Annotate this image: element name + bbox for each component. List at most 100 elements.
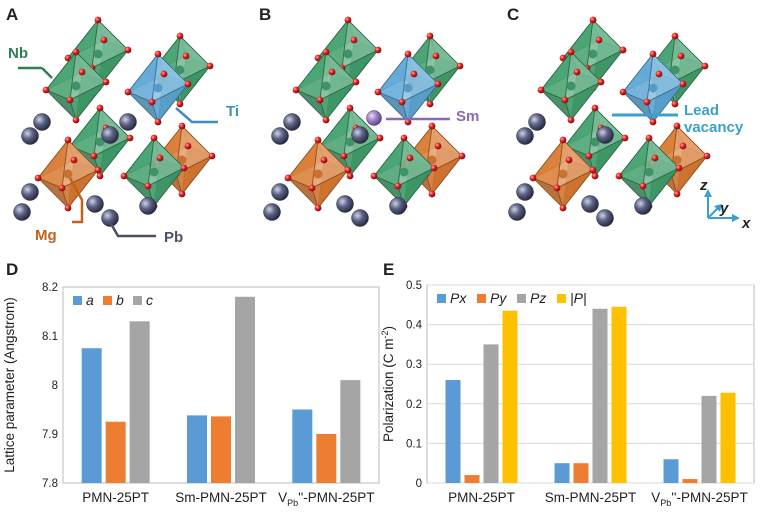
pb-atom bbox=[33, 113, 51, 131]
pb-atom bbox=[101, 209, 119, 227]
bar-Pz-1 bbox=[592, 308, 608, 483]
bar-Py-1 bbox=[573, 463, 589, 483]
bar-c-2 bbox=[340, 380, 361, 483]
panel-label-a: A bbox=[6, 5, 18, 24]
nb-octahedron bbox=[537, 48, 605, 124]
bar-abs-Pabs--1 bbox=[611, 306, 627, 483]
panel-label-e: E bbox=[383, 260, 394, 279]
legend-label: Pz bbox=[530, 290, 546, 306]
bar-Px-0 bbox=[445, 380, 461, 483]
legend-label: Px bbox=[450, 290, 467, 306]
chart-polarization: 0 0.1 0.2 0.3 0.4 0.5 Polarization (C m-2) PMN-… bbox=[380, 280, 755, 508]
category-label: VPb''-PMN-25PT bbox=[651, 490, 747, 508]
bar-a-2 bbox=[292, 409, 313, 483]
panel-label-d: D bbox=[6, 260, 18, 279]
pb-atom bbox=[634, 197, 652, 215]
callout-nb: Nb bbox=[8, 45, 53, 79]
y-tick-label: 0.4 bbox=[406, 320, 423, 332]
pb-atom bbox=[528, 113, 546, 131]
callout-ti: Ti bbox=[175, 103, 239, 124]
bar-Px-2 bbox=[663, 459, 679, 483]
bar-a-1 bbox=[187, 415, 207, 483]
label-pb: Pb bbox=[164, 229, 183, 246]
legend-label: |P| bbox=[570, 290, 587, 306]
legend-swatch bbox=[103, 296, 112, 305]
bar-Py-2 bbox=[682, 479, 698, 483]
label-ti: Ti bbox=[226, 103, 239, 120]
y-axis-label: Polarization (C m-2) bbox=[380, 326, 396, 442]
pb-atom bbox=[21, 127, 39, 145]
nb-octahedron bbox=[641, 32, 709, 108]
pb-atom bbox=[389, 197, 407, 215]
pb-atom bbox=[336, 195, 354, 213]
structure-a bbox=[13, 16, 216, 227]
pb-atom bbox=[139, 197, 157, 215]
y-tick-label: 7.9 bbox=[42, 429, 58, 441]
category-label: PMN-25PT bbox=[82, 490, 149, 505]
legend-swatch bbox=[133, 296, 142, 305]
pb-atom bbox=[101, 126, 119, 144]
callout-mg: Mg bbox=[35, 177, 84, 244]
legend-label: c bbox=[146, 292, 153, 308]
y-tick-label: 8 bbox=[52, 380, 58, 392]
y-tick-label: 8.2 bbox=[42, 282, 58, 294]
category-label: VPb''-PMN-25PT bbox=[278, 490, 374, 508]
mg-octahedron bbox=[529, 136, 597, 212]
pb-atom bbox=[596, 209, 614, 227]
pb-atom bbox=[596, 126, 614, 144]
y-tick-label: 0.5 bbox=[406, 280, 422, 292]
bar-b-1 bbox=[211, 416, 231, 483]
callout-sm: Sm bbox=[386, 108, 479, 125]
y-tick-label: 0.1 bbox=[406, 438, 422, 450]
pb-atom bbox=[119, 113, 137, 131]
category-label: Sm-PMN-25PT bbox=[175, 490, 267, 505]
pb-atom bbox=[271, 183, 289, 201]
panel-label-c: C bbox=[507, 5, 519, 24]
y-axis-label: Lattice parameter (Angstrom) bbox=[2, 297, 17, 473]
bar-a-0 bbox=[81, 348, 102, 483]
pb-atom bbox=[351, 209, 369, 227]
bar-b-2 bbox=[316, 434, 337, 483]
pb-atom bbox=[86, 195, 104, 213]
pb-atom bbox=[508, 203, 526, 221]
pb-atom bbox=[516, 183, 534, 201]
nb-octahedron bbox=[615, 134, 683, 210]
callout-pb: Pb bbox=[108, 221, 183, 246]
category-label: Sm-PMN-25PT bbox=[545, 490, 637, 505]
ti-octahedron bbox=[124, 50, 192, 126]
legend-label: b bbox=[116, 292, 124, 308]
panel-label-b: B bbox=[259, 5, 271, 24]
y-tick-label: 0 bbox=[416, 478, 422, 490]
label-sm: Sm bbox=[456, 108, 479, 125]
label-lead-vacancy-1: Lead bbox=[684, 102, 719, 119]
pb-atom bbox=[351, 126, 369, 144]
y-tick-label: 8.1 bbox=[42, 331, 58, 343]
callout-lead-vacancy: Lead vacancy bbox=[612, 102, 744, 136]
legend-label: Py bbox=[490, 290, 507, 306]
y-tick-label: 0.2 bbox=[406, 399, 422, 411]
axes-indicator: z y x bbox=[699, 177, 751, 232]
nb-octahedron bbox=[292, 48, 360, 124]
label-mg: Mg bbox=[35, 227, 57, 244]
ti-octahedron bbox=[374, 50, 442, 126]
axis-z-label: z bbox=[699, 177, 708, 194]
axis-x-label: x bbox=[741, 215, 751, 232]
bar-Px-1 bbox=[554, 463, 570, 483]
structure-b bbox=[263, 16, 466, 227]
pb-atom bbox=[21, 183, 39, 201]
label-lead-vacancy-2: vacancy bbox=[684, 119, 744, 136]
bar-Py-0 bbox=[464, 475, 480, 483]
pb-atom bbox=[263, 203, 281, 221]
chart-lattice-parameter: 7.8 7.9 8 8.1 8.2 Lattice parameter (Angstrom… bbox=[2, 282, 380, 508]
bar-b-0 bbox=[105, 421, 126, 483]
axis-y-label: y bbox=[719, 200, 729, 217]
bar-abs-Pabs--2 bbox=[720, 392, 736, 483]
bar-c-0 bbox=[129, 321, 150, 483]
label-nb: Nb bbox=[8, 45, 28, 62]
legend-label: a bbox=[86, 292, 94, 308]
bar-c-1 bbox=[235, 296, 255, 483]
pb-atom bbox=[516, 127, 534, 145]
bar-Pz-0 bbox=[483, 344, 499, 483]
pb-atom bbox=[283, 113, 301, 131]
